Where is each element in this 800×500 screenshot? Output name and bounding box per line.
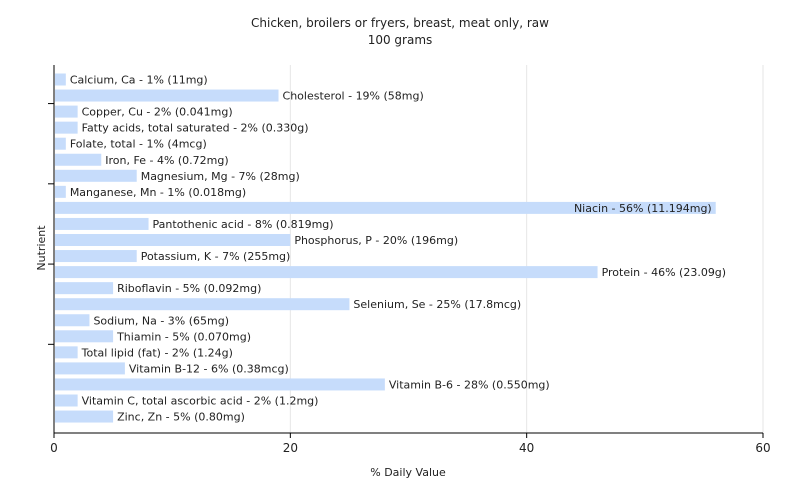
bar — [55, 330, 114, 343]
chart-title: Chicken, broilers or fryers, breast, mea… — [251, 16, 549, 30]
bar — [55, 346, 78, 359]
x-tick-label: 40 — [519, 441, 534, 455]
bar-label: Potassium, K - 7% (255mg) — [141, 250, 291, 263]
bar-label: Zinc, Zn - 5% (0.80mg) — [117, 411, 245, 424]
bar-label: Protein - 46% (23.09g) — [602, 266, 727, 279]
bar — [55, 217, 149, 230]
bar-label: Iron, Fe - 4% (0.72mg) — [105, 154, 228, 167]
bar-label: Selenium, Se - 25% (17.8mcg) — [353, 298, 521, 311]
bar — [55, 105, 78, 118]
bar — [55, 185, 66, 198]
bar-label: Copper, Cu - 2% (0.041mg) — [82, 106, 233, 119]
x-tick-label: 60 — [755, 441, 770, 455]
chart-subtitle: 100 grams — [367, 33, 433, 47]
bar — [55, 121, 78, 134]
bar — [55, 314, 90, 327]
bar-label: Total lipid (fat) - 2% (1.24g) — [81, 346, 233, 359]
bar — [55, 201, 716, 214]
grid-lines — [289, 65, 764, 433]
bar — [55, 410, 114, 423]
bar-label: Riboflavin - 5% (0.092mg) — [117, 282, 261, 295]
x-tick-label: 0 — [50, 441, 58, 455]
bar — [55, 250, 137, 263]
bar-label: Vitamin B-6 - 28% (0.550mg) — [389, 378, 550, 391]
bar-label: Pantothenic acid - 8% (0.819mg) — [153, 218, 334, 231]
bar-label: Vitamin B-12 - 6% (0.38mcg) — [129, 362, 289, 375]
bar — [55, 298, 350, 311]
axes: 0 20 40 60 — [48, 65, 771, 455]
bar — [55, 362, 125, 375]
bar — [55, 153, 102, 166]
bar-label: Manganese, Mn - 1% (0.018mg) — [70, 186, 246, 199]
bar-label: Magnesium, Mg - 7% (28mg) — [141, 170, 300, 183]
bar-label: Niacin - 56% (11.194mg) — [574, 202, 712, 215]
bar-label: Cholesterol - 19% (58mg) — [283, 90, 424, 103]
bar — [55, 169, 137, 182]
bar-label: Sodium, Na - 3% (65mg) — [93, 314, 229, 327]
bar-label: Phosphorus, P - 20% (196mg) — [294, 234, 458, 247]
bar — [55, 137, 66, 150]
bars — [55, 73, 716, 423]
bar-label: Calcium, Ca - 1% (11mg) — [70, 74, 208, 87]
bar-label: Thiamin - 5% (0.070mg) — [116, 330, 251, 343]
bar-label: Vitamin C, total ascorbic acid - 2% (1.2… — [82, 395, 319, 408]
bar — [55, 394, 78, 407]
bar — [55, 73, 66, 86]
bar-label: Fatty acids, total saturated - 2% (0.330… — [82, 122, 309, 135]
y-axis-label: Nutrient — [35, 225, 48, 271]
bar-labels: Calcium, Ca - 1% (11mg) Cholesterol - 19%… — [70, 74, 726, 424]
bar-label: Folate, total - 1% (4mcg) — [70, 138, 207, 151]
bar — [55, 282, 114, 295]
bar — [55, 266, 598, 279]
bar — [55, 89, 279, 102]
x-axis-label: % Daily Value — [370, 466, 446, 479]
bar — [55, 378, 385, 391]
bar — [55, 234, 291, 246]
x-tick-label: 20 — [283, 441, 298, 455]
